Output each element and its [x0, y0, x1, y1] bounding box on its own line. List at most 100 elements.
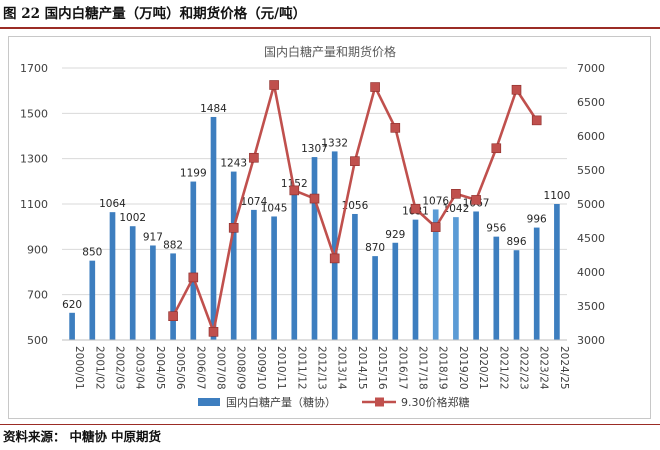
x-tick-label: 2015/16	[376, 346, 388, 390]
caption-rule	[0, 27, 660, 29]
line-marker	[531, 115, 542, 126]
source-label: 资料来源：	[3, 429, 66, 444]
left-tick-label: 900	[27, 243, 48, 256]
left-tick-label: 1300	[20, 153, 48, 166]
figure-caption: 图 22 国内白糖产量（万吨）和期货价格（元/吨）	[3, 6, 307, 22]
right-tick-label: 6000	[577, 130, 605, 143]
line-marker	[471, 195, 481, 205]
x-tick-label: 2012/13	[316, 346, 328, 390]
bar-value-label: 1307	[301, 143, 328, 155]
bar-value-label: 1100	[544, 190, 571, 202]
line-marker	[350, 156, 360, 166]
bar-value-label: 1199	[180, 168, 207, 180]
bar-value-label: 1076	[422, 195, 449, 207]
left-tick-label: 1500	[20, 107, 48, 120]
line-marker	[390, 123, 401, 133]
bar	[473, 211, 479, 340]
x-axis: 2000/01 2001/02 2002/03 2003/04 2004/05 2005/…	[62, 339, 570, 390]
x-tick-label: 2001/02	[93, 346, 105, 390]
x-tick-label: 2023/24	[538, 346, 550, 390]
x-tick-label: 2024/25	[558, 346, 570, 390]
bar-series	[69, 116, 560, 341]
legend-bar-swatch	[198, 398, 220, 406]
left-tick-label: 700	[27, 289, 48, 302]
bar-value-label: 1243	[220, 158, 247, 170]
x-tick-label: 2002/03	[114, 346, 126, 390]
x-tick-label: 2019/20	[457, 346, 469, 390]
right-tick-label: 3000	[577, 334, 605, 347]
left-axis: 500 700 900 1100 1300 1500 1700	[20, 62, 48, 347]
bar	[210, 116, 217, 341]
bar	[109, 212, 116, 340]
line-marker	[188, 272, 199, 283]
x-tick-label: 2004/05	[154, 346, 166, 390]
bar	[554, 204, 560, 340]
line-marker	[269, 80, 279, 90]
x-tick-label: 2010/11	[275, 346, 287, 390]
x-tick-label: 2017/18	[417, 346, 429, 390]
line-marker	[168, 311, 178, 322]
x-tick-label: 2018/19	[437, 346, 449, 390]
bar-value-label: 850	[82, 247, 102, 259]
source-rule	[0, 424, 660, 425]
bar-value-label: 870	[365, 242, 385, 254]
bar-value-label: 882	[163, 239, 183, 251]
x-tick-label: 2022/23	[518, 346, 530, 390]
x-tick-label: 2000/01	[73, 346, 85, 390]
chart-title: 国内白糖产量和期货价格	[264, 44, 396, 59]
bar	[453, 217, 459, 340]
legend-line-label: 9.30价格郑糖	[401, 395, 470, 409]
line-marker	[208, 327, 219, 337]
bar	[513, 250, 520, 340]
bar	[493, 236, 500, 340]
bar-value-label: 1056	[342, 200, 369, 212]
left-tick-label: 500	[27, 334, 48, 347]
legend-line-marker	[375, 397, 384, 407]
line-marker	[289, 185, 300, 196]
bar	[271, 216, 277, 340]
bar	[129, 226, 136, 340]
x-tick-label: 2006/07	[194, 346, 206, 390]
x-tick-label: 2020/21	[477, 346, 489, 390]
bar	[170, 253, 176, 340]
bar-value-label: 1332	[321, 137, 348, 149]
right-axis: 3000 3500 4000 4500 5000 5500 6000 6500 7000	[577, 62, 605, 347]
x-tick-label: 2016/17	[396, 346, 408, 390]
source-item: 中糖协	[69, 429, 108, 444]
right-tick-label: 4000	[577, 266, 605, 279]
x-tick-label: 2011/12	[295, 346, 307, 390]
bar-value-label: 996	[527, 214, 547, 226]
bar-value-label: 929	[385, 229, 405, 241]
line-marker	[249, 152, 259, 163]
line-marker	[410, 203, 421, 214]
source-item: 中原期货	[111, 429, 162, 444]
left-tick-label: 1100	[20, 198, 48, 211]
bar-value-label: 1064	[99, 198, 126, 210]
bar	[331, 151, 338, 340]
combo-chart: 国内白糖产量和期货价格 500 700 900 1100 1300 1500 1700 30…	[20, 44, 605, 409]
bar	[432, 209, 439, 340]
line-series	[168, 80, 542, 337]
right-tick-label: 5000	[577, 198, 605, 211]
bar	[190, 181, 197, 340]
bar-value-label: 896	[506, 236, 526, 248]
line-marker	[329, 253, 340, 264]
bar-value-label: 917	[143, 231, 163, 243]
bar	[291, 192, 298, 340]
x-tick-label: 2013/14	[336, 346, 348, 390]
bar-value-label: 956	[486, 223, 506, 235]
bar-value-label: 1045	[261, 202, 288, 214]
bar-value-label: 620	[62, 299, 82, 311]
bar	[412, 219, 419, 340]
line-marker	[228, 223, 239, 233]
x-tick-label: 2021/22	[497, 346, 509, 390]
bar	[352, 213, 358, 340]
legend: 国内白糖产量（糖协） 9.30价格郑糖	[198, 395, 470, 409]
bar	[311, 157, 318, 340]
line-marker	[511, 84, 522, 95]
bar	[230, 171, 237, 340]
x-tick-label: 2005/06	[174, 346, 186, 390]
bar	[150, 245, 156, 340]
line-marker	[451, 189, 461, 199]
left-tick-label: 1700	[20, 62, 48, 75]
